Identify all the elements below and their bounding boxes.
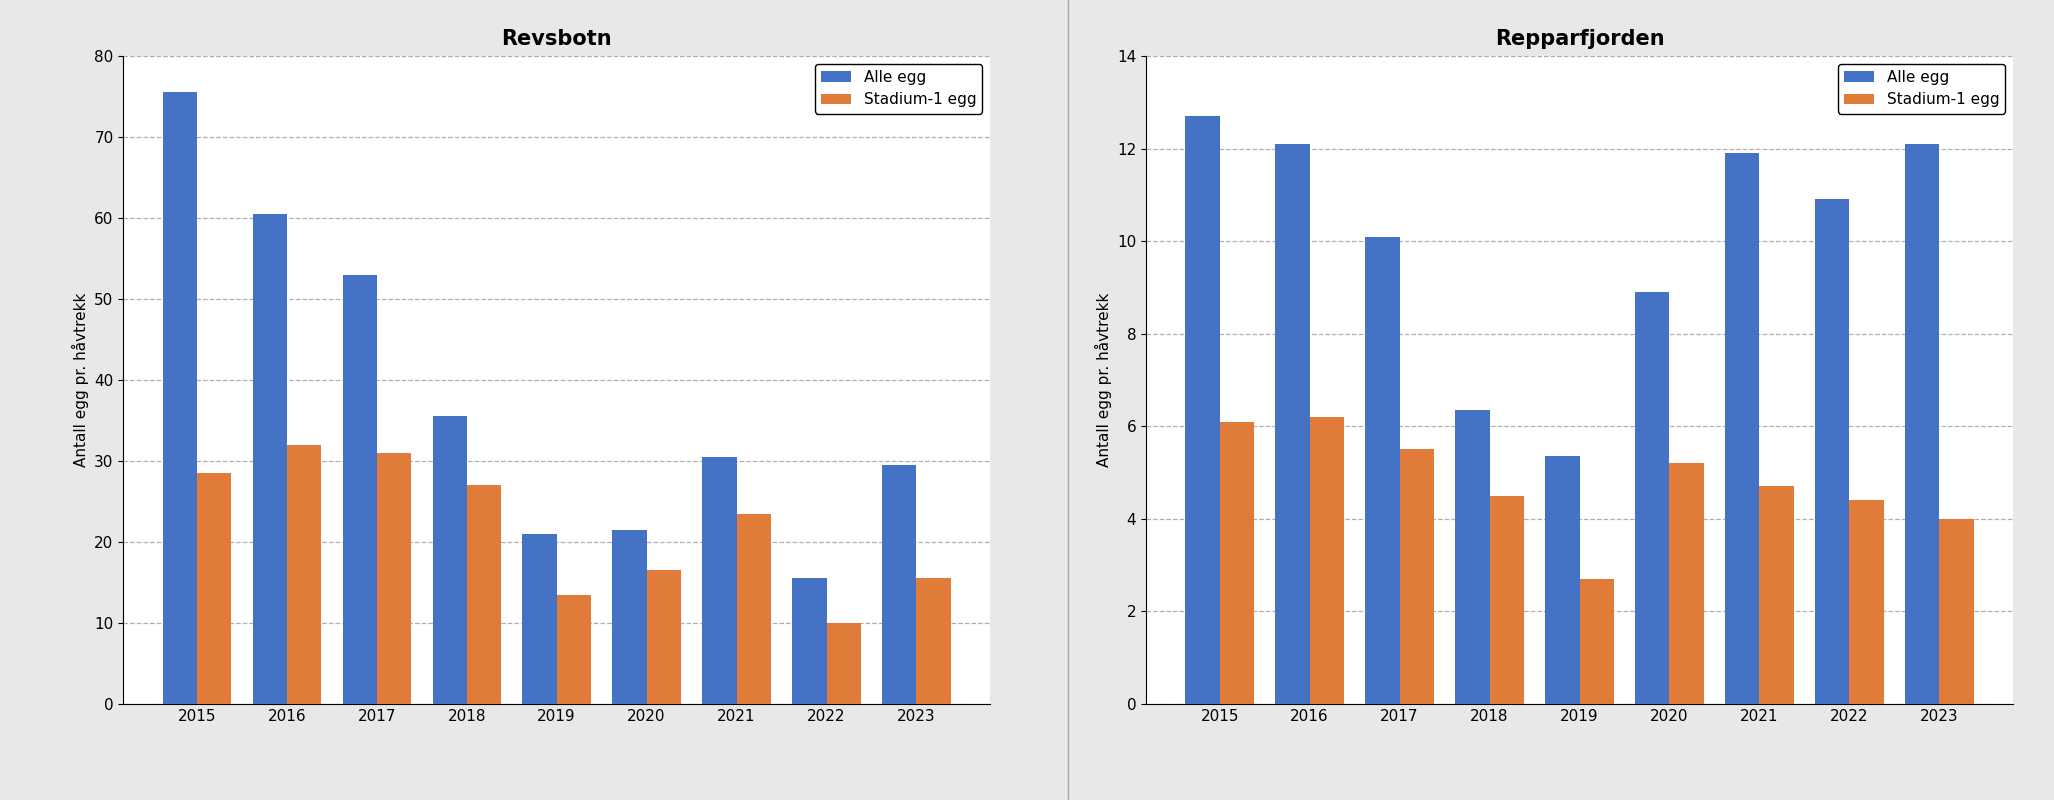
- Bar: [253, 214, 288, 704]
- Bar: [702, 457, 737, 704]
- Bar: [1816, 199, 1849, 704]
- Bar: [1185, 116, 1220, 704]
- Bar: [612, 530, 647, 704]
- Bar: [793, 578, 826, 704]
- Bar: [1849, 500, 1884, 704]
- Bar: [1545, 456, 1580, 704]
- Legend: Alle egg, Stadium-1 egg: Alle egg, Stadium-1 egg: [815, 64, 982, 114]
- Bar: [737, 514, 770, 704]
- Bar: [288, 445, 320, 704]
- Bar: [1489, 496, 1524, 704]
- Bar: [647, 570, 680, 704]
- Bar: [343, 274, 376, 704]
- Bar: [1939, 519, 1974, 704]
- Title: Repparfjorden: Repparfjorden: [1495, 29, 1664, 49]
- Bar: [162, 93, 197, 704]
- Bar: [1635, 292, 1670, 704]
- Bar: [1276, 144, 1310, 704]
- Bar: [1725, 154, 1760, 704]
- Bar: [557, 594, 592, 704]
- Bar: [1456, 410, 1489, 704]
- Bar: [466, 486, 501, 704]
- Bar: [1366, 237, 1399, 704]
- Bar: [522, 534, 557, 704]
- Bar: [197, 473, 230, 704]
- Bar: [433, 417, 466, 704]
- Bar: [826, 623, 861, 704]
- Bar: [1220, 422, 1253, 704]
- Y-axis label: Antall egg pr. håvtrekk: Antall egg pr. håvtrekk: [72, 293, 88, 467]
- Bar: [916, 578, 951, 704]
- Bar: [376, 453, 411, 704]
- Bar: [1310, 417, 1343, 704]
- Bar: [1580, 579, 1614, 704]
- Bar: [883, 465, 916, 704]
- Y-axis label: Antall egg pr. håvtrekk: Antall egg pr. håvtrekk: [1095, 293, 1111, 467]
- Legend: Alle egg, Stadium-1 egg: Alle egg, Stadium-1 egg: [1838, 64, 2005, 114]
- Bar: [1399, 450, 1434, 704]
- Title: Revsbotn: Revsbotn: [501, 29, 612, 49]
- Bar: [1670, 463, 1703, 704]
- Bar: [1906, 144, 1939, 704]
- Bar: [1760, 486, 1793, 704]
